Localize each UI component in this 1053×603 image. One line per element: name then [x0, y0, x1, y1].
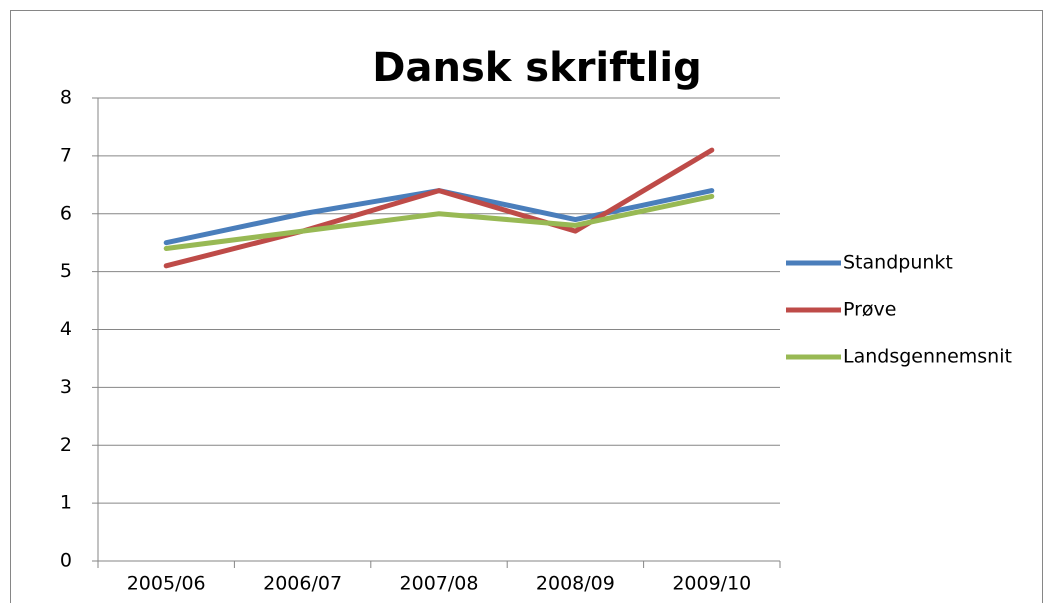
series-line: [163, 147, 715, 269]
y-tick-label: 6: [60, 202, 72, 224]
y-tick-label: 0: [60, 550, 72, 572]
y-tick-label: 3: [60, 376, 72, 398]
chart-frame: [10, 10, 1043, 603]
y-tick-label: 4: [60, 318, 72, 340]
x-tick-label: 2009/10: [672, 573, 751, 595]
legend-label: Landsgennemsnit: [843, 346, 1012, 368]
y-tick-label: 8: [60, 87, 72, 109]
x-tick-label: 2005/06: [127, 573, 206, 595]
chart-title: Dansk skriftlig: [372, 45, 701, 91]
y-tick-label: 2: [60, 434, 72, 456]
series-line: [163, 193, 715, 251]
legend-label: Standpunkt: [843, 252, 953, 274]
x-tick-label: 2006/07: [263, 573, 342, 595]
y-tick-label: 7: [60, 144, 72, 166]
y-tick-label: 1: [60, 492, 72, 514]
x-tick-label: 2008/09: [536, 573, 615, 595]
x-tick-label: 2007/08: [400, 573, 479, 595]
legend-label: Prøve: [843, 299, 897, 321]
y-tick-label: 5: [60, 260, 72, 282]
